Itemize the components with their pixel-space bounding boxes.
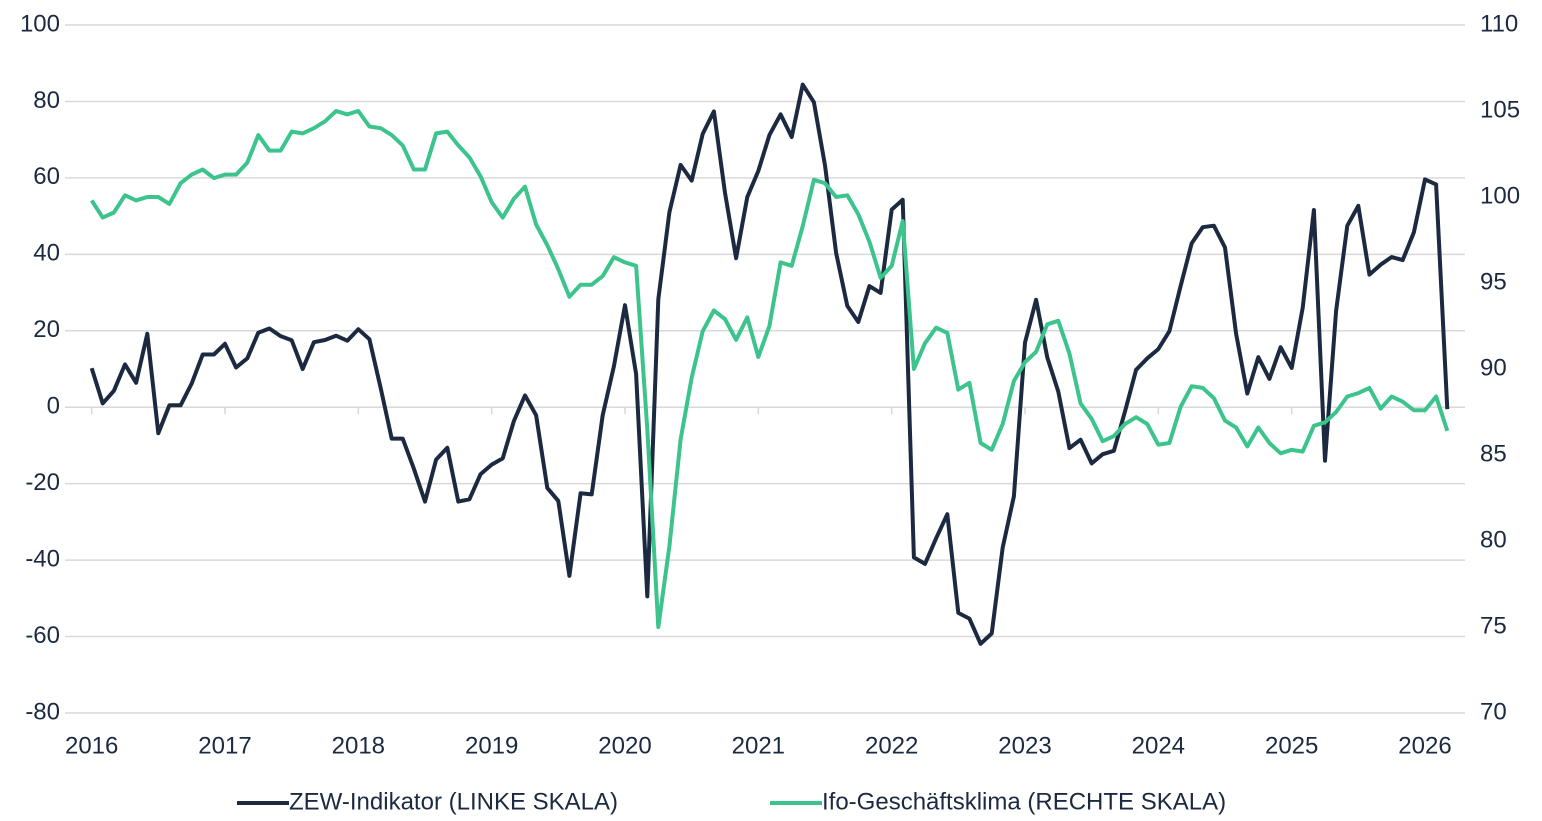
legend-label: Ifo-Geschäftsklima (RECHTE SKALA) [822,788,1226,815]
x-tick-label: 2019 [465,732,518,759]
y2-tick-label: 90 [1480,354,1507,381]
y2-tick-label: 85 [1480,440,1507,467]
y-tick-label: -60 [25,622,60,649]
y-tick-label: 60 [33,163,60,190]
x-tick-label: 2025 [1265,732,1318,759]
y2-tick-label: 110 [1480,10,1518,37]
y2-tick-label: 80 [1480,526,1507,553]
x-tick-label: 2022 [865,732,918,759]
y2-tick-label: 95 [1480,268,1507,295]
x-tick-label: 2023 [998,732,1051,759]
series-line [89,82,1450,646]
y-tick-label: -20 [25,469,60,496]
y2-tick-label: 105 [1480,96,1520,123]
y2-tick-label: 70 [1480,698,1507,725]
y2-tick-label: 100 [1480,182,1520,209]
y-tick-label: 0 [47,393,60,420]
y-tick-label: 80 [33,87,60,114]
x-tick-label: 2018 [332,732,385,759]
legend-label: ZEW-Indikator (LINKE SKALA) [289,788,618,815]
y-tick-label: -80 [25,698,60,725]
x-tick-label: 2024 [1132,732,1185,759]
y2-tick-label: 75 [1480,612,1507,639]
y-tick-label: 40 [33,240,60,267]
x-tick-label: 2020 [598,732,651,759]
y-tick-label: -40 [25,545,60,572]
x-tick-label: 2016 [65,732,118,759]
x-tick-label: 2017 [198,732,251,759]
series-line [90,109,1450,629]
x-tick-label: 2026 [1398,732,1451,759]
x-tick-label: 2021 [732,732,785,759]
y-tick-label: 100 [20,10,60,37]
y-tick-label: 20 [33,316,60,343]
